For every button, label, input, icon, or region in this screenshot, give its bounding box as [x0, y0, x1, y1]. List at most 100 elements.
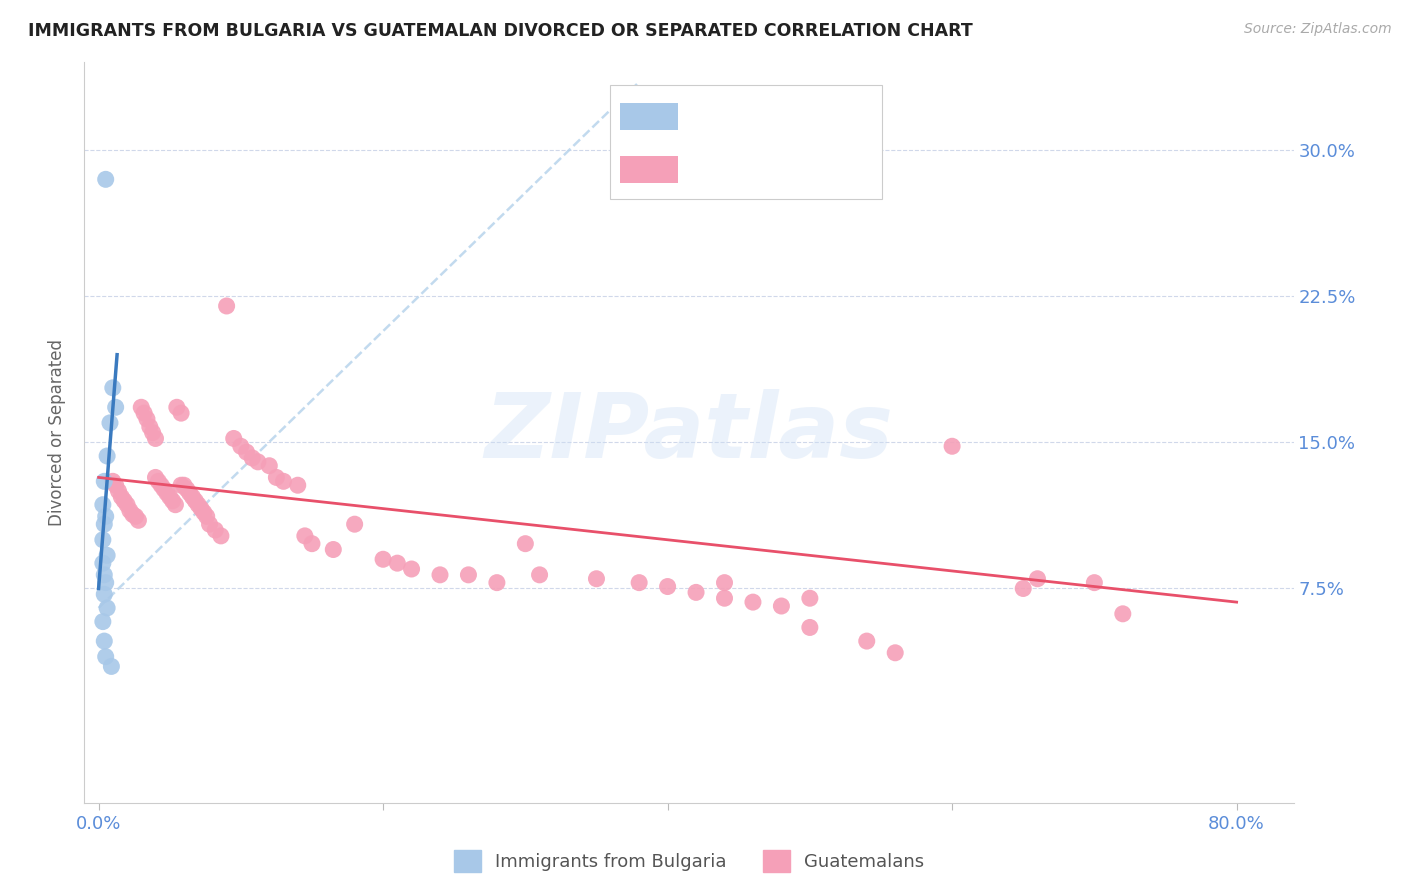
Bar — [620, 156, 678, 183]
Text: IMMIGRANTS FROM BULGARIA VS GUATEMALAN DIVORCED OR SEPARATED CORRELATION CHART: IMMIGRANTS FROM BULGARIA VS GUATEMALAN D… — [28, 22, 973, 40]
Point — [1112, 607, 1135, 621]
Point — [371, 552, 394, 566]
Point — [96, 601, 118, 615]
Point — [96, 449, 118, 463]
Point — [215, 299, 238, 313]
Point — [222, 432, 245, 446]
Point — [485, 575, 508, 590]
Point — [387, 556, 409, 570]
Text: 20: 20 — [852, 108, 875, 126]
Point — [176, 482, 198, 496]
Point — [585, 572, 607, 586]
Point — [1026, 572, 1049, 586]
Point — [170, 478, 193, 492]
Point — [112, 493, 135, 508]
Point — [150, 478, 173, 492]
Point — [529, 567, 551, 582]
Point — [159, 490, 181, 504]
Point — [884, 646, 907, 660]
Point — [322, 542, 344, 557]
Point — [401, 562, 423, 576]
Point — [204, 523, 226, 537]
Point — [104, 478, 127, 492]
Point — [184, 493, 207, 508]
Point — [173, 478, 195, 492]
Point — [93, 475, 115, 489]
Text: R =: R = — [688, 161, 727, 178]
Point — [770, 599, 793, 613]
Point — [266, 470, 288, 484]
Point — [187, 498, 209, 512]
Point — [855, 634, 877, 648]
Point — [93, 517, 115, 532]
Point — [94, 575, 117, 590]
Text: 0.384: 0.384 — [731, 108, 783, 126]
Point — [94, 172, 117, 186]
Point — [98, 416, 121, 430]
Point — [91, 498, 114, 512]
Point — [107, 484, 129, 499]
Point — [713, 591, 735, 606]
Point — [100, 659, 122, 673]
Point — [1012, 582, 1035, 596]
Point — [799, 591, 821, 606]
Point — [170, 406, 193, 420]
Point — [91, 556, 114, 570]
Text: 74: 74 — [852, 161, 875, 178]
Point — [515, 536, 537, 550]
Bar — [620, 103, 678, 130]
Point — [156, 486, 179, 500]
Point — [132, 406, 155, 420]
Point — [145, 470, 167, 484]
Point — [799, 620, 821, 634]
Text: N =: N = — [808, 108, 849, 126]
Point — [628, 575, 651, 590]
Text: R =: R = — [688, 108, 727, 126]
Point — [457, 567, 479, 582]
Point — [93, 567, 115, 582]
Point — [94, 649, 117, 664]
Point — [139, 419, 162, 434]
Point — [685, 585, 707, 599]
Point — [229, 439, 252, 453]
Point — [118, 503, 141, 517]
Text: N =: N = — [808, 161, 849, 178]
Point — [166, 401, 188, 415]
Point — [91, 615, 114, 629]
Point — [273, 475, 295, 489]
Point — [148, 475, 170, 489]
Point — [115, 498, 138, 512]
Point — [121, 508, 143, 522]
Point — [209, 529, 232, 543]
Point — [127, 513, 149, 527]
Point — [195, 509, 218, 524]
Point — [94, 509, 117, 524]
Point — [941, 439, 963, 453]
Y-axis label: Divorced or Separated: Divorced or Separated — [48, 339, 66, 526]
Text: -0.325: -0.325 — [731, 161, 789, 178]
Point — [301, 536, 323, 550]
Point — [198, 517, 221, 532]
Point — [657, 580, 679, 594]
Point — [129, 401, 152, 415]
Point — [240, 450, 263, 465]
Point — [136, 412, 159, 426]
Point — [287, 478, 309, 492]
Point — [162, 493, 184, 508]
Point — [124, 509, 146, 524]
Point — [96, 549, 118, 563]
Point — [235, 445, 257, 459]
Point — [145, 432, 167, 446]
Point — [190, 501, 212, 516]
Text: ZIPatlas: ZIPatlas — [485, 389, 893, 476]
Point — [343, 517, 366, 532]
Point — [193, 506, 215, 520]
Point — [259, 458, 281, 473]
Point — [294, 529, 316, 543]
Point — [91, 533, 114, 547]
Point — [93, 587, 115, 601]
Point — [246, 455, 269, 469]
Point — [101, 381, 124, 395]
Point — [742, 595, 765, 609]
Text: Source: ZipAtlas.com: Source: ZipAtlas.com — [1244, 22, 1392, 37]
